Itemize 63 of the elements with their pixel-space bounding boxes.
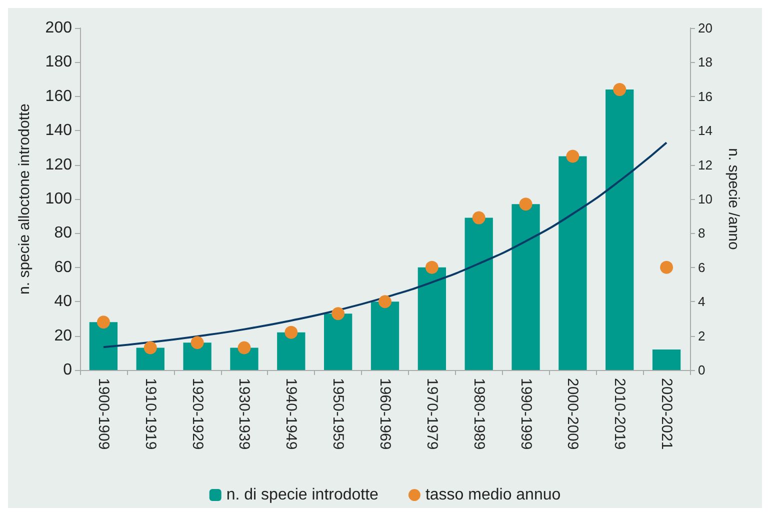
y2-tick-label: 10 — [698, 192, 712, 206]
bar — [652, 349, 681, 370]
x-tick-label: 2020-2021 — [658, 378, 676, 450]
point — [238, 341, 251, 354]
point — [566, 150, 580, 163]
x-tick-label: 1980-1989 — [470, 378, 488, 450]
x-tick-label: 1920-1929 — [188, 378, 206, 450]
y2-tick-label: 4 — [698, 294, 706, 310]
y2-tick-label: 18 — [698, 54, 712, 70]
point — [96, 316, 110, 329]
x-tick-label: 1990-1999 — [517, 378, 534, 450]
bar — [606, 90, 634, 370]
bar — [512, 204, 540, 370]
bar — [89, 322, 118, 370]
bar — [183, 342, 212, 370]
x-tick-label: 2000-2009 — [564, 378, 582, 450]
y2-tick-label: 14 — [698, 123, 712, 138]
y-axis-title: n. specie alloctone introdotte — [16, 104, 33, 294]
bar — [370, 302, 400, 370]
bar — [464, 218, 493, 370]
y-tick-label: 20 — [54, 327, 72, 344]
x-tick-label: 1940-1949 — [282, 378, 300, 450]
point — [519, 198, 532, 211]
point — [378, 295, 392, 308]
x-tick-label: 1960-1969 — [376, 378, 394, 450]
y2-axis-title: n. specie /anno — [725, 148, 742, 250]
y-tick-label: 200 — [45, 20, 72, 36]
legend-label: n. di specie introdotte — [226, 486, 379, 504]
point — [472, 211, 486, 224]
y-tick-label: 40 — [54, 293, 72, 310]
bar — [558, 156, 587, 370]
bar — [418, 267, 446, 370]
bar — [324, 314, 352, 370]
y2-tick-label: 20 — [698, 20, 712, 36]
x-tick-label: 1970-1979 — [423, 378, 440, 450]
x-tick-label: 1950-1959 — [330, 378, 347, 450]
y-tick-label: 140 — [45, 122, 72, 140]
point — [284, 326, 298, 339]
y2-tick-label: 0 — [698, 362, 706, 378]
x-tick-label: 2010-2019 — [611, 378, 628, 450]
x-tick-label: 1900-1909 — [94, 378, 112, 450]
y-tick-label: 100 — [45, 190, 72, 208]
y-tick-label: 80 — [54, 224, 72, 242]
x-tick-label: 1930-1939 — [236, 378, 253, 450]
x-tick-label: 1910-1919 — [142, 378, 159, 450]
point — [144, 341, 157, 354]
legend-label: tasso medio annuo — [425, 486, 561, 504]
y-tick-label: 160 — [45, 88, 72, 105]
y2-tick-label: 16 — [698, 88, 712, 104]
y-tick-label: 60 — [54, 258, 72, 276]
y-tick-label: 120 — [45, 156, 72, 174]
y2-tick-label: 8 — [698, 226, 706, 241]
point — [332, 307, 345, 320]
point — [425, 260, 438, 274]
point — [613, 83, 626, 96]
y-tick-label: 180 — [45, 54, 72, 71]
y2-tick-label: 2 — [698, 328, 706, 344]
y-tick-label: 0 — [63, 362, 72, 378]
y2-tick-label: 6 — [698, 260, 706, 275]
y2-tick-label: 12 — [698, 157, 712, 172]
bar — [277, 332, 306, 370]
point — [190, 336, 204, 350]
point — [660, 260, 674, 274]
